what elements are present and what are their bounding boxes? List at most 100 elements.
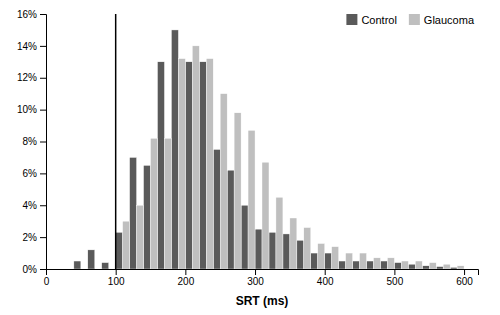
- bar: [213, 149, 220, 269]
- bar: [255, 229, 262, 269]
- y-tick-mark: [40, 110, 46, 111]
- y-tick: 10%: [17, 104, 46, 115]
- bar: [227, 170, 234, 269]
- chart: 0 100 200 300 400 500 600 0% 2% 4% 6% 8% 10% 12% 14% 16…: [0, 0, 500, 315]
- bar: [144, 165, 151, 269]
- y-tick-mark: [40, 269, 46, 270]
- bar: [283, 234, 290, 269]
- x-tick-label: 400: [317, 276, 334, 287]
- y-tick-label: 2%: [23, 232, 38, 243]
- bar: [367, 261, 374, 269]
- y-tick: 0%: [23, 264, 46, 275]
- y-tick-mark: [40, 14, 46, 15]
- x-tick-mark: [116, 269, 117, 275]
- bar: [248, 130, 255, 269]
- x-tick-mark: [185, 269, 186, 275]
- y-tick-label: 4%: [23, 200, 38, 211]
- bar: [81, 269, 88, 270]
- bar: [401, 261, 408, 269]
- x-axis: 0 100 200 300 400 500 600: [44, 269, 479, 287]
- x-tick-mark: [325, 269, 326, 275]
- bar: [192, 46, 199, 269]
- bar: [394, 263, 401, 269]
- bar: [450, 267, 457, 269]
- y-tick: 2%: [23, 232, 46, 243]
- x-tick: 300: [247, 269, 264, 287]
- x-tick: 0: [44, 269, 50, 287]
- y-axis-line: [40, 15, 47, 270]
- x-axis-title: SRT (ms): [236, 294, 289, 308]
- bar: [157, 62, 164, 269]
- bar: [332, 247, 339, 269]
- bar: [353, 261, 360, 269]
- bar: [290, 218, 297, 269]
- y-tick-mark: [40, 173, 46, 174]
- bar: [457, 266, 464, 269]
- bar: [171, 30, 178, 269]
- x-tick-mark: [464, 269, 465, 275]
- bar: [436, 267, 443, 269]
- y-tick-label: 6%: [23, 168, 38, 179]
- bar: [241, 205, 248, 269]
- x-tick-label: 200: [178, 276, 195, 287]
- bar: [123, 221, 130, 269]
- bar: [220, 94, 227, 269]
- bar: [74, 261, 81, 269]
- y-tick-mark: [40, 78, 46, 79]
- bar: [199, 62, 206, 269]
- x-tick-label: 600: [456, 276, 473, 287]
- x-tick-label: 100: [108, 276, 125, 287]
- y-tick-mark: [40, 237, 46, 238]
- bar: [387, 258, 394, 269]
- y-tick: 8%: [23, 136, 46, 147]
- y-tick-mark: [40, 46, 46, 47]
- legend-item: Glaucoma: [409, 14, 475, 26]
- legend-label: Glaucoma: [424, 14, 475, 26]
- bar: [109, 269, 116, 270]
- x-tick-label: 300: [247, 276, 264, 287]
- y-axis: 0% 2% 4% 6% 8% 10% 12% 14% 16%: [17, 9, 47, 275]
- y-tick: 14%: [17, 41, 46, 52]
- x-tick: 500: [387, 269, 404, 287]
- bar: [360, 253, 367, 269]
- legend: ControlGlaucoma: [346, 14, 474, 26]
- y-tick-label: 12%: [17, 72, 37, 83]
- bar: [102, 263, 109, 269]
- bar: [151, 138, 158, 269]
- bar: [429, 263, 436, 269]
- bar: [116, 232, 123, 269]
- bar: [297, 240, 304, 269]
- legend-swatch: [346, 14, 357, 25]
- reference-line: [115, 14, 117, 269]
- y-tick: 16%: [17, 9, 46, 20]
- bar: [408, 264, 415, 269]
- legend-swatch: [409, 14, 420, 25]
- bar: [311, 253, 318, 269]
- y-tick-label: 14%: [17, 41, 37, 52]
- y-tick-label: 10%: [17, 104, 37, 115]
- bar: [415, 261, 422, 269]
- bar: [380, 261, 387, 269]
- bar: [178, 59, 185, 269]
- bars: [74, 14, 464, 269]
- bar: [373, 258, 380, 269]
- bar: [318, 244, 325, 270]
- series: [123, 46, 464, 269]
- bar: [269, 232, 276, 269]
- bar: [234, 113, 241, 269]
- bar: [443, 264, 450, 269]
- bar: [206, 59, 213, 269]
- x-tick-label: 0: [44, 276, 50, 287]
- bar: [164, 138, 171, 269]
- plot: 0 100 200 300 400 500 600 0% 2% 4% 6% 8% 10% 12% 14% 16…: [17, 9, 479, 287]
- bar: [130, 157, 137, 269]
- x-tick-label: 500: [387, 276, 404, 287]
- bar: [346, 253, 353, 269]
- bar: [262, 162, 269, 269]
- bar: [276, 197, 283, 269]
- bar: [325, 253, 332, 269]
- x-tick: 600: [456, 269, 473, 287]
- y-tick: 4%: [23, 200, 46, 211]
- bar: [88, 250, 95, 269]
- x-tick: 200: [178, 269, 195, 287]
